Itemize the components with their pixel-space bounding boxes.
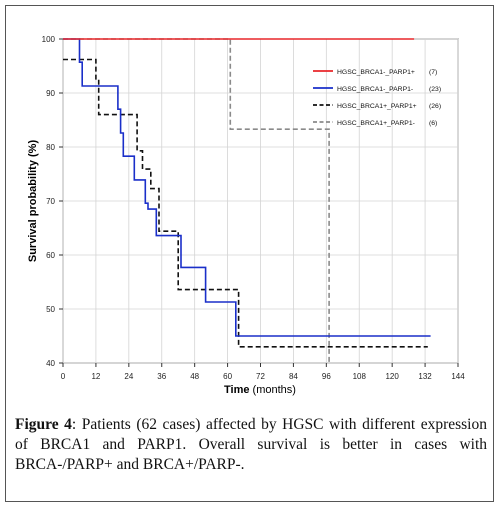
- x-tick-label: 96: [322, 372, 331, 381]
- y-tick-label: 100: [42, 35, 56, 44]
- y-axis-label: Survival probability (%): [27, 140, 39, 263]
- y-tick-label: 80: [46, 143, 55, 152]
- y-tick-label: 40: [46, 359, 55, 368]
- series-line-hgsc-brca1-parp1: [63, 58, 428, 348]
- x-tick-label: 84: [289, 372, 298, 381]
- series-line-hgsc-brca1-parp1: [63, 38, 330, 363]
- caption-label: Figure 4: [15, 416, 72, 433]
- x-tick-label: 0: [61, 372, 66, 381]
- x-tick-label: 132: [418, 372, 432, 381]
- x-tick-label: 48: [190, 372, 199, 381]
- legend-count: (23): [429, 86, 441, 93]
- legend-label: HGSC_BRCA1+_PARP1+: [337, 103, 417, 110]
- legend-label: HGSC_BRCA1-_PARP1-: [337, 86, 413, 93]
- x-tick-label: 24: [124, 372, 133, 381]
- x-tick-label: 108: [353, 372, 367, 381]
- x-tick-label: 36: [157, 372, 166, 381]
- legend-count: (6): [429, 120, 437, 127]
- x-tick-label: 12: [91, 372, 100, 381]
- x-tick-label: 144: [451, 372, 465, 381]
- series-line-hgsc-brca1-parp1: [63, 38, 431, 337]
- figure-caption: Figure 4: Patients (62 cases) affected b…: [15, 415, 487, 475]
- legend-label: HGSC_BRCA1+_PARP1-: [337, 120, 415, 127]
- legend-count: (26): [429, 103, 441, 110]
- survival-chart: 0 12 24 36 48 60 72 84 96 108 120 132 144 40 50 60 70 80…: [27, 35, 465, 396]
- x-tick-label: 60: [223, 372, 232, 381]
- x-axis-label: Time (months): [224, 384, 296, 396]
- y-tick-label: 60: [46, 251, 55, 260]
- legend-count: (7): [429, 69, 437, 76]
- x-tick-label: 120: [385, 372, 399, 381]
- y-tick-label: 70: [46, 197, 55, 206]
- caption-text: : Patients (62 cases) affected by HGSC w…: [15, 416, 487, 473]
- x-tick-label: 72: [256, 372, 265, 381]
- legend-label: HGSC_BRCA1-_PARP1+: [337, 69, 415, 76]
- y-tick-label: 50: [46, 305, 55, 314]
- y-tick-label: 90: [46, 89, 55, 98]
